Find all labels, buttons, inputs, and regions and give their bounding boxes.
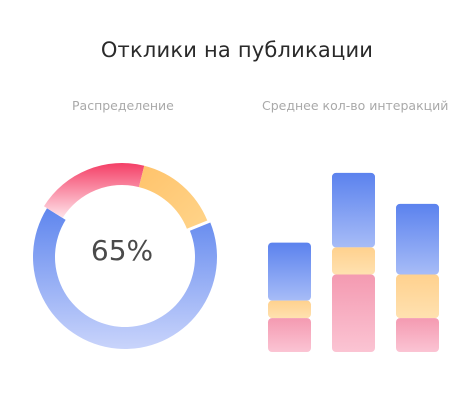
bar-segment-pink-3 [396,318,439,352]
bar-segment-blue-2 [332,172,375,248]
donut-slice-red [43,163,145,218]
donut-center-label: 65% [90,234,154,267]
page-title: Отклики на публикации [100,38,374,62]
bar-segment-yellow-3 [396,274,439,319]
bar-segment-pink-1 [268,318,311,352]
bars-subtitle: Среднее кол-во интеракций [262,98,449,113]
bar-segment-blue-3 [396,203,439,275]
bar-segment-yellow-2 [332,247,375,275]
stacked-bar-chart [268,172,439,352]
donut-slice-blue [33,208,217,349]
donut-slice-yellow [138,165,208,229]
bar-segment-yellow-1 [268,300,311,319]
donut-subtitle: Распределение [72,98,174,113]
bar-segment-pink-2 [332,274,375,352]
bar-segment-blue-1 [268,242,311,301]
donut-chart [33,163,217,349]
